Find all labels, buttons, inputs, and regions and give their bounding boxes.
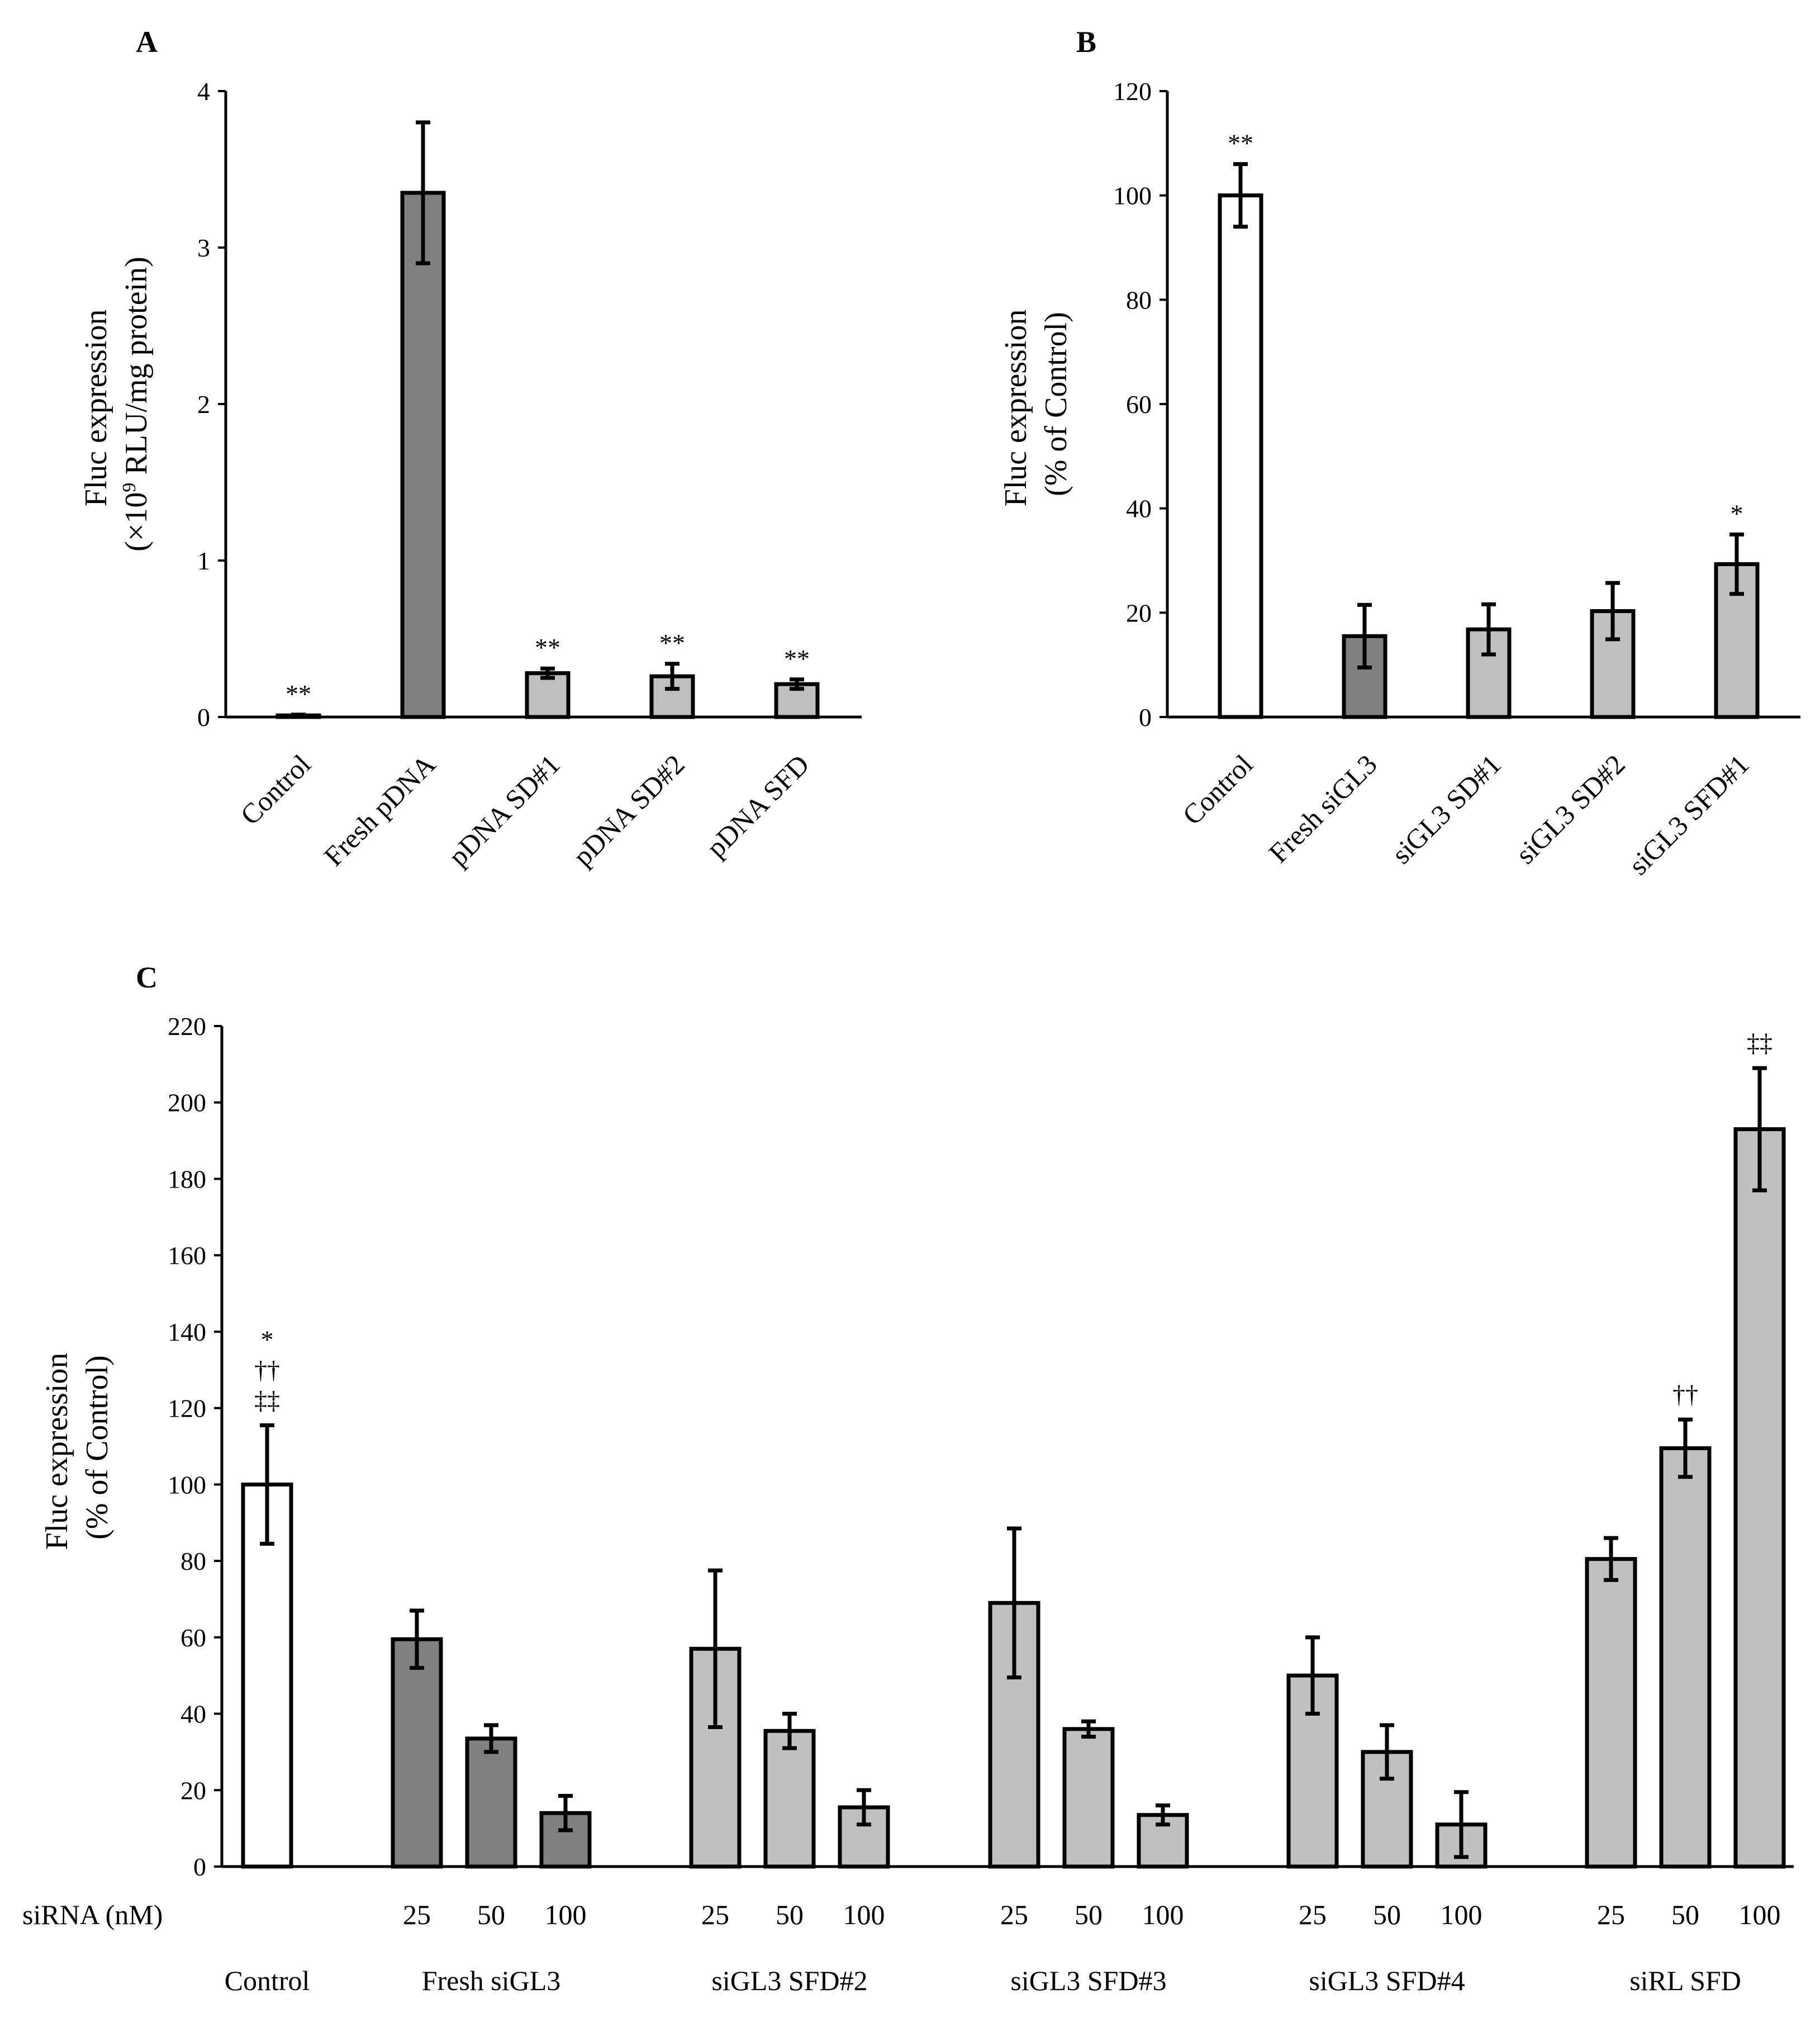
panel-a-bar	[400, 191, 446, 719]
panel-a-y-tick-label: 1	[197, 547, 210, 575]
panel-a-letter: A	[136, 25, 158, 59]
panel-c-dose-label: 100	[1739, 1899, 1781, 1930]
panel-a-y-title-suffix: RLU/mg protein)	[119, 257, 154, 482]
panel-c-bar	[1286, 1673, 1339, 1869]
panel-c-dose-label: 100	[545, 1899, 587, 1930]
panel-c-significance-label: ‡‡	[254, 1385, 280, 1414]
panel-a-category-label: Fresh pDNA	[317, 748, 441, 872]
panel-a-y-tick-label: 0	[197, 703, 210, 732]
panel-a-category-label: pDNA SFD	[700, 748, 815, 863]
panel-c-dose-label: 25	[1597, 1899, 1625, 1930]
panel-c-significance-label: ††	[1672, 1380, 1698, 1408]
panel-a-y-title-exponent: 9	[119, 483, 140, 492]
panel-a-y-title-prefix: (×10	[119, 492, 154, 552]
panel-b: B Fluc expression (% of Control)	[999, 25, 1800, 719]
panel-b-y-tick-label: 20	[1126, 599, 1152, 627]
panel-c-dose-label: 50	[776, 1899, 804, 1930]
panel-a-category-label: Control	[234, 748, 317, 831]
panel-c-bar	[465, 1736, 517, 1869]
panel-c-dose-label: 25	[1299, 1899, 1327, 1930]
panel-a-significance-label: **	[659, 629, 685, 657]
panel-a: A Fluc expression (×109 RLU/mg protein)	[79, 25, 862, 719]
panel-c-dose-row-label: siRNA (nM)	[22, 1899, 163, 1930]
panel-c-dose-label: 25	[403, 1899, 431, 1930]
panel-c-y-tick-label: 40	[180, 1700, 206, 1729]
panel-c-significance-label: ††	[254, 1355, 280, 1384]
panel-c-dose-label: 50	[1671, 1899, 1699, 1930]
panel-a-y-title-line1: Fluc expression	[79, 309, 113, 506]
panel-b-y-tick-label: 120	[1113, 77, 1152, 106]
panel-c-bar	[391, 1637, 443, 1869]
panel-c-bar	[763, 1729, 816, 1869]
panel-a-y-tick-label: 2	[197, 390, 210, 419]
panel-c-group-label: Fresh siGL3	[422, 1965, 561, 1996]
panel-c-dose-label: 100	[1441, 1899, 1482, 1930]
panel-c-y-title: Fluc expression (% of Control)	[40, 1345, 115, 1550]
panel-c-bar	[1659, 1446, 1712, 1869]
panel-a-category-label: pDNA SD#1	[442, 748, 566, 872]
panel-b-category-label: siGL3 SFD#1	[1623, 748, 1755, 881]
panel-c-y-tick-label: 220	[168, 1012, 206, 1041]
panel-b-y-tick-label: 40	[1126, 495, 1152, 523]
panel-c-group-label: Control	[225, 1965, 310, 1996]
panel-c-bar	[1733, 1127, 1786, 1869]
panel-c-group-label: siGL3 SFD#4	[1309, 1965, 1465, 1996]
panel-b-y-title-line1: Fluc expression	[999, 309, 1033, 506]
panel-c-y-tick-label: 0	[193, 1853, 206, 1881]
panel-b-bar	[1218, 193, 1263, 719]
panel-c-bar	[1585, 1557, 1637, 1869]
panel-b-y-title-line2: (% of Control)	[1039, 312, 1073, 496]
panel-a-significance-label: **	[286, 680, 311, 708]
panel-b-category-label: siGL3 SD#2	[1509, 748, 1631, 870]
panel-c-dose-label: 100	[843, 1899, 885, 1930]
panel-a-y-tick-label: 4	[197, 77, 210, 106]
panel-b-y-tick-label: 60	[1126, 390, 1152, 419]
panel-b-y-tick-label: 0	[1139, 703, 1152, 732]
panel-c-y-tick-label: 80	[180, 1547, 206, 1575]
panel-a-bar	[525, 671, 571, 719]
panel-c-bar	[241, 1482, 293, 1869]
panel-c-y-tick-label: 140	[168, 1318, 206, 1346]
panel-c-bar	[1062, 1727, 1115, 1869]
panel-a-y-title: Fluc expression (×109 RLU/mg protein)	[79, 257, 154, 552]
panel-c-group-label: siGL3 SFD#2	[711, 1965, 867, 1996]
panel-c-dose-label: 25	[1000, 1899, 1028, 1930]
panel-c-significance-label: ‡‡	[1747, 1028, 1773, 1057]
panel-b-letter: B	[1076, 25, 1096, 59]
panel-c-dose-label: 100	[1142, 1899, 1184, 1930]
panel-c-dose-label: 50	[477, 1899, 505, 1930]
panel-a-significance-label: **	[535, 633, 560, 662]
panel-a-category-label: pDNA SD#2	[567, 748, 690, 872]
panel-c-y-tick-label: 100	[168, 1470, 206, 1499]
panel-c-dose-label: 50	[1075, 1899, 1103, 1930]
panel-b-y-tick-label: 80	[1126, 286, 1152, 314]
panel-c-letter: C	[136, 961, 158, 994]
panel-b-y-title: Fluc expression (% of Control)	[999, 301, 1073, 506]
panel-b-category-label: Fresh siGL3	[1262, 748, 1382, 868]
panel-c-dose-label: 25	[701, 1899, 729, 1930]
panel-c-dose-label: 50	[1373, 1899, 1401, 1930]
panel-b-significance-label: *	[1731, 499, 1743, 528]
panel-c-significance-label: *	[261, 1325, 274, 1354]
panel-c-group-label: siGL3 SFD#3	[1010, 1965, 1166, 1996]
panel-b-category-label: siGL3 SD#1	[1385, 748, 1507, 870]
panel-a-y-tick-label: 3	[197, 234, 210, 262]
panel-c-group-label: siRL SFD	[1629, 1965, 1741, 1996]
panel-c-y-tick-label: 160	[168, 1241, 206, 1270]
panel-a-y-title-line2: (×109 RLU/mg protein)	[119, 257, 154, 552]
panel-c-y-tick-label: 180	[168, 1165, 206, 1193]
panel-c-y-tick-label: 120	[168, 1394, 206, 1423]
panel-c-y-tick-label: 60	[180, 1623, 206, 1652]
panel-b-significance-label: **	[1228, 129, 1253, 158]
panel-c-y-tick-label: 20	[180, 1776, 206, 1805]
panel-b-category-label: Control	[1176, 748, 1259, 831]
panel-c-y-tick-label: 200	[168, 1089, 206, 1117]
panel-c-y-title-line1: Fluc expression	[40, 1352, 74, 1550]
panel-c-y-title-line2: (% of Control)	[80, 1355, 115, 1540]
panel-b-y-tick-label: 100	[1113, 182, 1152, 210]
panel-a-significance-label: **	[784, 644, 810, 673]
